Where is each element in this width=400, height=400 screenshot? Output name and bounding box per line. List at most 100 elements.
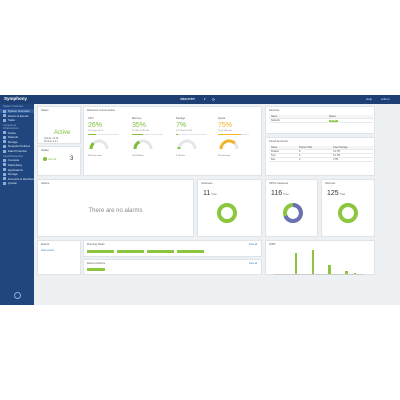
sidebar-item-applications[interactable]: Applications bbox=[0, 167, 34, 172]
users-icon bbox=[3, 177, 6, 181]
column-header: Name bbox=[271, 115, 278, 118]
brand-logo[interactable]: Symphony bbox=[4, 96, 28, 101]
nodes-panel: Nodes View all 3 bbox=[37, 146, 81, 176]
top-bar: Symphony datacenter ▾ ⟳ Help Admin bbox=[0, 95, 400, 104]
usage-bar bbox=[88, 133, 119, 135]
refresh-icon[interactable]: ⟳ bbox=[211, 96, 216, 102]
table-cell: 6 bbox=[299, 150, 301, 153]
sidebar: System Overview System Overview Alarms &… bbox=[0, 104, 34, 305]
sidebar-item-accounts[interactable]: Accounts & Identities bbox=[0, 176, 34, 181]
sidebar-item-data-protection[interactable]: Data Protection bbox=[0, 149, 34, 154]
gauge-icon bbox=[177, 139, 197, 149]
sidebar-item-label: Tasks bbox=[7, 118, 15, 123]
table-row[interactable]: Test 2 0.1 TB bbox=[269, 154, 373, 158]
usage-bar bbox=[218, 133, 249, 135]
task-tag[interactable] bbox=[117, 249, 144, 253]
view-events-link[interactable]: View events bbox=[41, 249, 54, 252]
action-tag[interactable] bbox=[87, 268, 105, 271]
gauge-icon bbox=[89, 139, 109, 149]
iops-bar bbox=[328, 265, 331, 274]
sidebar-item-storage[interactable]: Storage bbox=[0, 140, 34, 145]
disk-icon bbox=[3, 172, 6, 176]
resource-free: 125 GB free bbox=[132, 154, 144, 157]
sidebar-item-networking[interactable]: Networking bbox=[0, 163, 34, 168]
sidebar-item-label: Accounts & Identities bbox=[7, 176, 34, 181]
action-tags bbox=[87, 268, 105, 271]
instances-donut bbox=[217, 203, 237, 223]
empty-alarms-message: There are no alarms bbox=[88, 208, 143, 214]
datacenter-selector[interactable]: datacenter bbox=[180, 96, 196, 101]
online-icon bbox=[43, 157, 47, 161]
panel-title: VPCs Instances bbox=[269, 182, 289, 185]
status-panel: Status Active Uptime: 1d 2h Version: 4.2… bbox=[37, 106, 81, 144]
column-header: Used Storage bbox=[333, 146, 348, 149]
column-header: Status bbox=[329, 115, 336, 118]
settings-icon[interactable] bbox=[14, 292, 21, 299]
task-tag[interactable] bbox=[147, 249, 174, 253]
resource-percent: 35% bbox=[132, 122, 147, 129]
table-row[interactable]: Dev 0 0 TB bbox=[269, 158, 373, 162]
services-table: Name Status Network Active bbox=[269, 115, 373, 123]
task-tag[interactable] bbox=[87, 249, 114, 253]
sidebar-item-alarms[interactable]: Alarms & Events bbox=[0, 113, 34, 118]
globe-icon bbox=[3, 163, 6, 167]
resource-column-cpu: CPU 26% 3.2 Cores of 12 8.8 Cores free bbox=[88, 117, 119, 172]
app-window: Symphony datacenter ▾ ⟳ Help Admin Syste… bbox=[0, 95, 400, 305]
sidebar-item-system-overview[interactable]: System Overview bbox=[0, 108, 34, 114]
sidebar-item-network[interactable]: Network bbox=[0, 135, 34, 140]
uptime-text: Uptime: 1d 2h bbox=[44, 138, 59, 140]
table-row[interactable]: Network Active bbox=[269, 119, 373, 123]
resource-column-storage: Storage 7% 0.3 TB of 4.3 TB 4 TB free bbox=[176, 117, 207, 172]
count-unit: Total bbox=[211, 193, 217, 196]
vpc-count: 116Total bbox=[271, 190, 288, 197]
task-tag[interactable] bbox=[177, 249, 204, 253]
volumes-count: 125Total bbox=[327, 190, 345, 197]
resource-percent: 26% bbox=[88, 122, 103, 129]
view-actions-link[interactable]: View all bbox=[248, 262, 257, 265]
instances-panel: Instances 11Total bbox=[197, 179, 262, 237]
bell-icon bbox=[3, 114, 6, 118]
resource-detail: 67 GB of 192 GB bbox=[132, 130, 149, 132]
table-cell: 0 bbox=[299, 158, 301, 161]
count-value: 125 bbox=[327, 190, 339, 197]
network-icon bbox=[3, 135, 6, 139]
table-header: Name Hosted VMs Used Storage bbox=[269, 146, 373, 150]
nodes-link[interactable]: View all bbox=[48, 157, 57, 161]
iops-bar bbox=[311, 250, 314, 274]
usage-bar bbox=[176, 133, 207, 135]
view-tasks-link[interactable]: View all bbox=[248, 243, 257, 246]
panel-title: Nodes bbox=[41, 149, 49, 152]
panel-title: Cloud Accounts bbox=[269, 140, 288, 143]
resource-free: 25 units free bbox=[218, 154, 231, 157]
user-menu[interactable]: Admin bbox=[381, 97, 390, 101]
shield-icon bbox=[3, 149, 6, 153]
sidebar-section-label: System Overview bbox=[3, 105, 24, 109]
sidebar-item-compute[interactable]: Compute bbox=[0, 158, 34, 163]
sidebar-item-nodes[interactable]: Nodes bbox=[0, 130, 34, 135]
count-unit: Total bbox=[339, 193, 345, 196]
chevron-down-icon[interactable]: ▾ bbox=[204, 96, 206, 101]
nodes-count: 3 bbox=[70, 156, 74, 162]
table-cell: Test bbox=[271, 154, 276, 157]
resource-label: Memory bbox=[132, 117, 142, 120]
cpu-icon bbox=[3, 158, 6, 162]
sidebar-item-label: Nodes bbox=[7, 130, 16, 135]
panel-title: Status bbox=[41, 109, 49, 112]
apps-icon bbox=[3, 168, 6, 172]
sidebar-item-label: Applications bbox=[7, 167, 23, 172]
panel-title: Events bbox=[41, 243, 50, 246]
gauge-icon bbox=[219, 139, 239, 149]
iops-panel: IOPS bbox=[265, 240, 375, 275]
sidebar-item-tasks[interactable]: Tasks bbox=[0, 118, 34, 123]
sidebar-item-label: System Overview bbox=[7, 109, 30, 114]
resource-free: 8.8 Cores free bbox=[88, 154, 102, 157]
table-cell: 0.1 TB bbox=[333, 154, 340, 157]
help-link[interactable]: Help bbox=[366, 97, 373, 101]
iops-bar bbox=[353, 272, 356, 274]
sidebar-item-cloud-storage[interactable]: Storage bbox=[0, 172, 34, 177]
status-chip: Active bbox=[329, 120, 338, 122]
sidebar-item-snapshot-policies[interactable]: Snapshot Policies bbox=[0, 144, 34, 149]
table-row[interactable]: Default 6 0.2 TB bbox=[269, 150, 373, 154]
sidebar-item-quotas[interactable]: Quotas bbox=[0, 181, 34, 186]
sidebar-section-label: Cloud Resources bbox=[3, 154, 23, 158]
